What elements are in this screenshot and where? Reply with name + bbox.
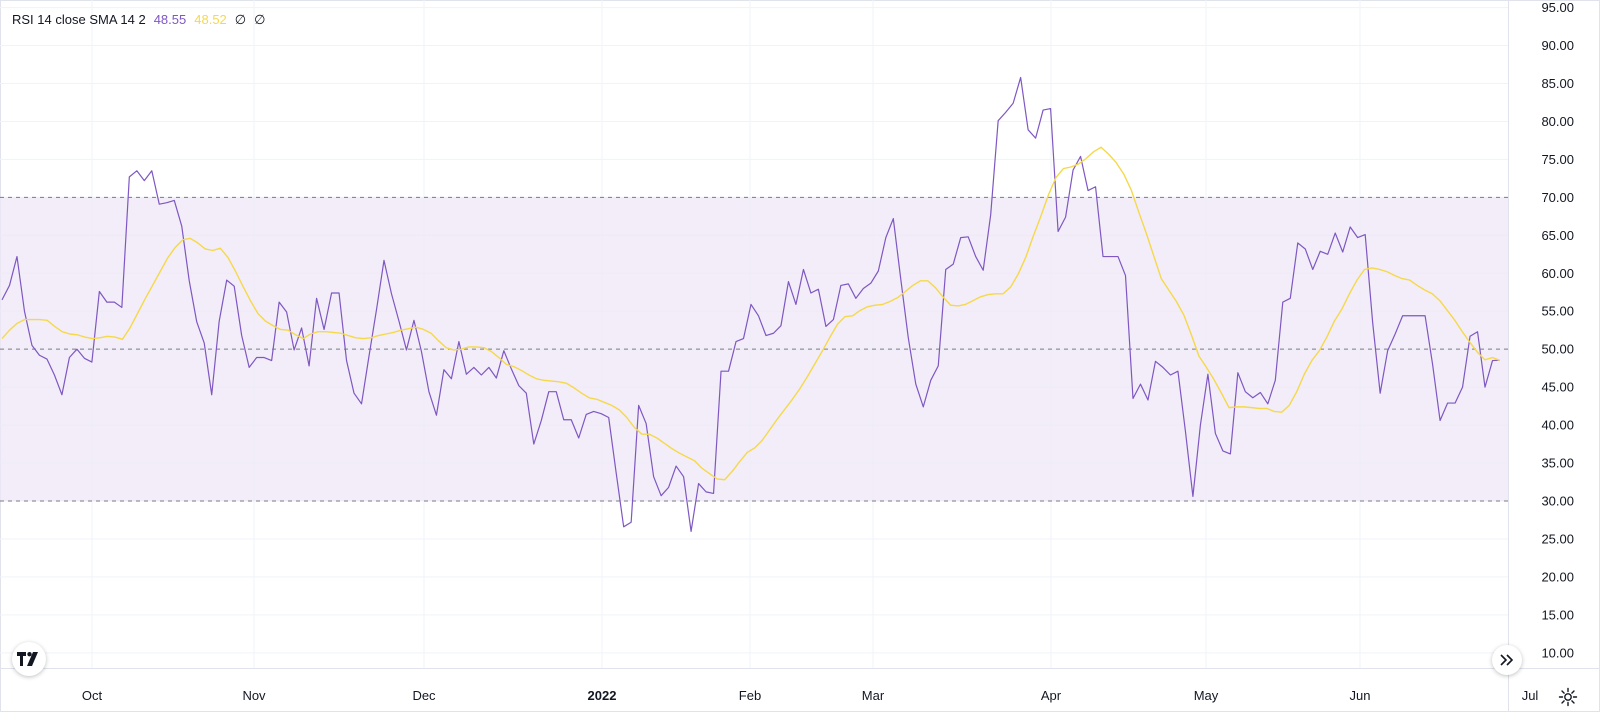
x-tick-label: Oct [82, 688, 103, 703]
legend-extra-2: ∅ [254, 12, 266, 27]
y-tick-label: 45.00 [1541, 380, 1574, 395]
indicator-legend[interactable]: RSI 14 close SMA 14 2 48.55 48.52 ∅ ∅ [12, 12, 265, 28]
sma-line [1, 146, 1501, 481]
x-tick-label: Apr [1041, 688, 1062, 703]
y-tick-label: 65.00 [1541, 228, 1574, 243]
x-tick-label: Feb [739, 688, 761, 703]
x-tick-label: Jun [1350, 688, 1371, 703]
scroll-to-realtime-button[interactable] [1492, 645, 1522, 675]
x-tick-label: 2022 [588, 688, 617, 703]
y-tick-label: 85.00 [1541, 76, 1574, 91]
tradingview-logo-icon[interactable] [12, 642, 46, 676]
y-tick-label: 80.00 [1541, 114, 1574, 129]
y-tick-label: 40.00 [1541, 418, 1574, 433]
legend-title: RSI 14 close SMA 14 2 [12, 12, 146, 28]
x-tick-label: Mar [862, 688, 885, 703]
legend-params: 14 close SMA 14 2 [37, 12, 146, 27]
y-tick-label: 60.00 [1541, 266, 1574, 281]
chart-settings-button[interactable] [1556, 685, 1580, 709]
y-tick-label: 30.00 [1541, 494, 1574, 509]
rsi-line [1, 76, 1501, 532]
x-tick-label: May [1194, 688, 1219, 703]
legend-sma-value: 48.52 [194, 12, 227, 27]
y-tick-label: 25.00 [1541, 531, 1574, 546]
y-tick-label: 35.00 [1541, 456, 1574, 471]
y-tick-label: 50.00 [1541, 342, 1574, 357]
legend-rsi-value: 48.55 [153, 12, 187, 27]
y-tick-label: 75.00 [1541, 152, 1574, 167]
series-lines [1, 76, 1501, 532]
y-tick-label: 10.00 [1541, 645, 1574, 660]
x-tick-label: Dec [412, 688, 436, 703]
rsi-band [0, 196, 1508, 502]
legend-name: RSI [12, 12, 34, 27]
x-tick-label: Nov [242, 688, 266, 703]
gear-icon [1558, 687, 1578, 707]
y-tick-label: 90.00 [1541, 38, 1574, 53]
x-tick-label: Jul [1522, 688, 1539, 703]
y-tick-label: 55.00 [1541, 304, 1574, 319]
double-chevron-right-icon [1500, 654, 1514, 666]
y-tick-label: 70.00 [1541, 190, 1574, 205]
y-tick-label: 15.00 [1541, 607, 1574, 622]
y-tick-label: 95.00 [1541, 0, 1574, 15]
y-tick-label: 20.00 [1541, 569, 1574, 584]
legend-extra-1: ∅ [234, 12, 247, 27]
